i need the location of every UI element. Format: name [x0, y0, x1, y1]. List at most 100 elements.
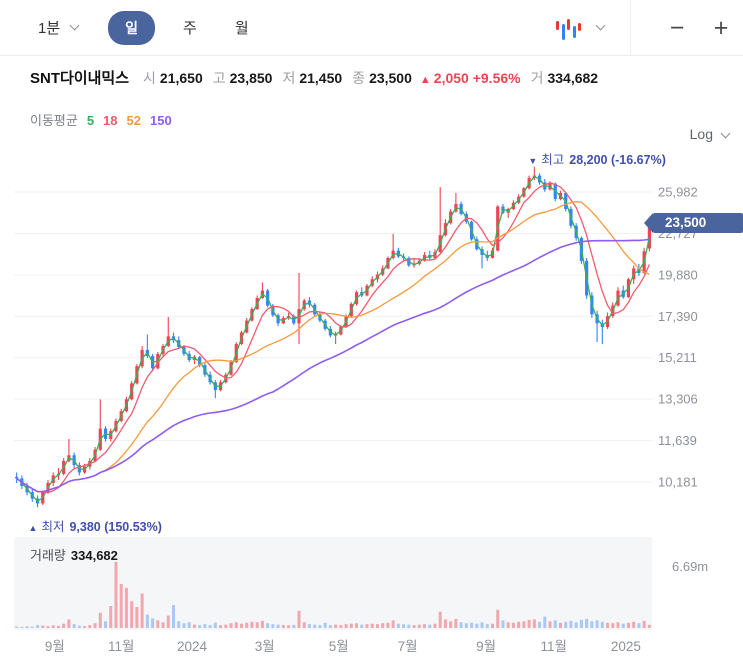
scale-dropdown[interactable]: Log	[689, 126, 731, 142]
volume-bar	[292, 624, 296, 628]
volume-bar	[423, 624, 427, 628]
ma-line-5	[16, 176, 651, 502]
volume-bar	[203, 624, 207, 628]
volume-bar	[553, 620, 557, 628]
volume-bar	[475, 623, 479, 628]
volume-bar	[590, 621, 594, 628]
volume-bar	[187, 622, 191, 628]
volume-bar	[30, 626, 34, 628]
volume-bar	[20, 626, 24, 628]
volume-bar	[281, 625, 285, 628]
close-value: 23,500	[369, 70, 412, 86]
interval-tabs: 1분 일 주 월	[0, 10, 275, 45]
volume-bar	[307, 624, 311, 628]
tab-weekly[interactable]: 주	[183, 20, 197, 37]
ma-line-18	[16, 182, 650, 494]
volume-bar	[229, 623, 233, 628]
zoom-in-button[interactable]: +	[713, 13, 729, 42]
scale-dropdown-label: Log	[689, 126, 713, 142]
volume-panel-value: 334,682	[70, 548, 118, 563]
tab-monthly[interactable]: 월	[234, 20, 249, 37]
current-price-badge: 23,500	[644, 213, 743, 234]
y-axis-label: 19,880	[658, 267, 698, 282]
y-axis-label: 15,211	[658, 350, 697, 365]
volume-bar	[208, 625, 212, 628]
volume-bar	[606, 622, 610, 628]
volume-bar	[642, 620, 646, 628]
volume-bar	[506, 622, 510, 628]
x-axis-label: 2024	[177, 639, 208, 654]
ma-legend-label: 이동평균	[30, 113, 78, 128]
volume-bar	[564, 621, 568, 628]
volume-bar	[407, 624, 411, 628]
low-annotation: ▲ 최저 9,380 (150.53%)	[29, 516, 162, 535]
ma-period-18: 18	[103, 113, 118, 128]
volume-layer	[15, 561, 651, 628]
candle-body	[15, 476, 19, 479]
high-annotation-value: 28,200	[569, 152, 608, 167]
volume-bar	[255, 622, 259, 628]
candle-body	[647, 223, 651, 249]
volume-bar	[412, 625, 416, 628]
volume-bar	[339, 625, 343, 628]
volume-bar	[470, 622, 474, 628]
high-annotation-label: 최고	[541, 152, 565, 167]
ma-period-150: 150	[150, 113, 172, 128]
close-label: 종	[352, 70, 366, 86]
high-value: 23,850	[229, 70, 273, 86]
zoom-out-button[interactable]: −	[669, 13, 685, 42]
x-axis-label: 7월	[398, 639, 418, 654]
chart-type-dropdown[interactable]	[556, 15, 606, 41]
high-label: 고	[212, 70, 226, 86]
open-label: 시	[143, 70, 156, 86]
y-axis-label: 11,639	[658, 433, 697, 448]
volume-bar	[370, 623, 374, 628]
volume-bar	[611, 623, 615, 628]
volume-bar	[349, 623, 353, 628]
volume-bar	[637, 623, 641, 628]
volume-bar	[574, 622, 578, 628]
volume-bar	[182, 623, 186, 628]
volume-value: 334,682	[547, 70, 599, 86]
volume-bar	[119, 583, 123, 628]
low-label: 저	[282, 70, 296, 86]
volume-bar	[41, 625, 45, 628]
low-annotation-value: 9,380	[69, 520, 101, 535]
volume-bar	[56, 625, 60, 628]
stock-info-header: SNT다이내믹스 시 21,650 고 23,850 저 21,450 종 23…	[30, 67, 598, 88]
volume-bar	[480, 622, 484, 628]
volume-bar	[375, 624, 379, 628]
volume-label: 거	[530, 70, 544, 86]
x-axis-label: 9월	[45, 639, 65, 654]
axis-layer: 25,98222,72719,88017,39015,21113,30611,6…	[45, 185, 698, 654]
candles-layer	[15, 166, 651, 508]
tab-daily[interactable]: 일	[108, 10, 156, 45]
volume-bar	[124, 587, 128, 628]
x-axis-label: 11월	[108, 639, 134, 654]
volume-bar	[177, 621, 181, 628]
volume-bar	[166, 615, 170, 628]
volume-bar	[417, 624, 421, 628]
ma-lines-layer	[16, 176, 651, 502]
x-axis-label: 5월	[329, 639, 349, 654]
ma-legend: 이동평균 5 18 52 150	[30, 110, 172, 129]
ma-line-52	[16, 201, 650, 493]
down-arrow-icon: ▼	[528, 155, 538, 166]
volume-bar	[151, 618, 155, 628]
volume-bar	[517, 621, 521, 628]
ma-line-150	[16, 238, 650, 493]
volume-bar	[245, 622, 249, 628]
volume-bar	[62, 623, 66, 628]
volume-bar	[172, 605, 175, 628]
volume-bar	[491, 623, 494, 628]
volume-bar	[433, 623, 437, 628]
volume-bar	[496, 609, 500, 628]
volume-bar	[485, 624, 489, 628]
volume-bar	[569, 620, 573, 628]
volume-bar	[365, 624, 369, 628]
interval-dropdown-label: 1분	[38, 20, 61, 37]
interval-dropdown[interactable]: 1분	[38, 17, 80, 38]
volume-bar	[67, 619, 71, 628]
